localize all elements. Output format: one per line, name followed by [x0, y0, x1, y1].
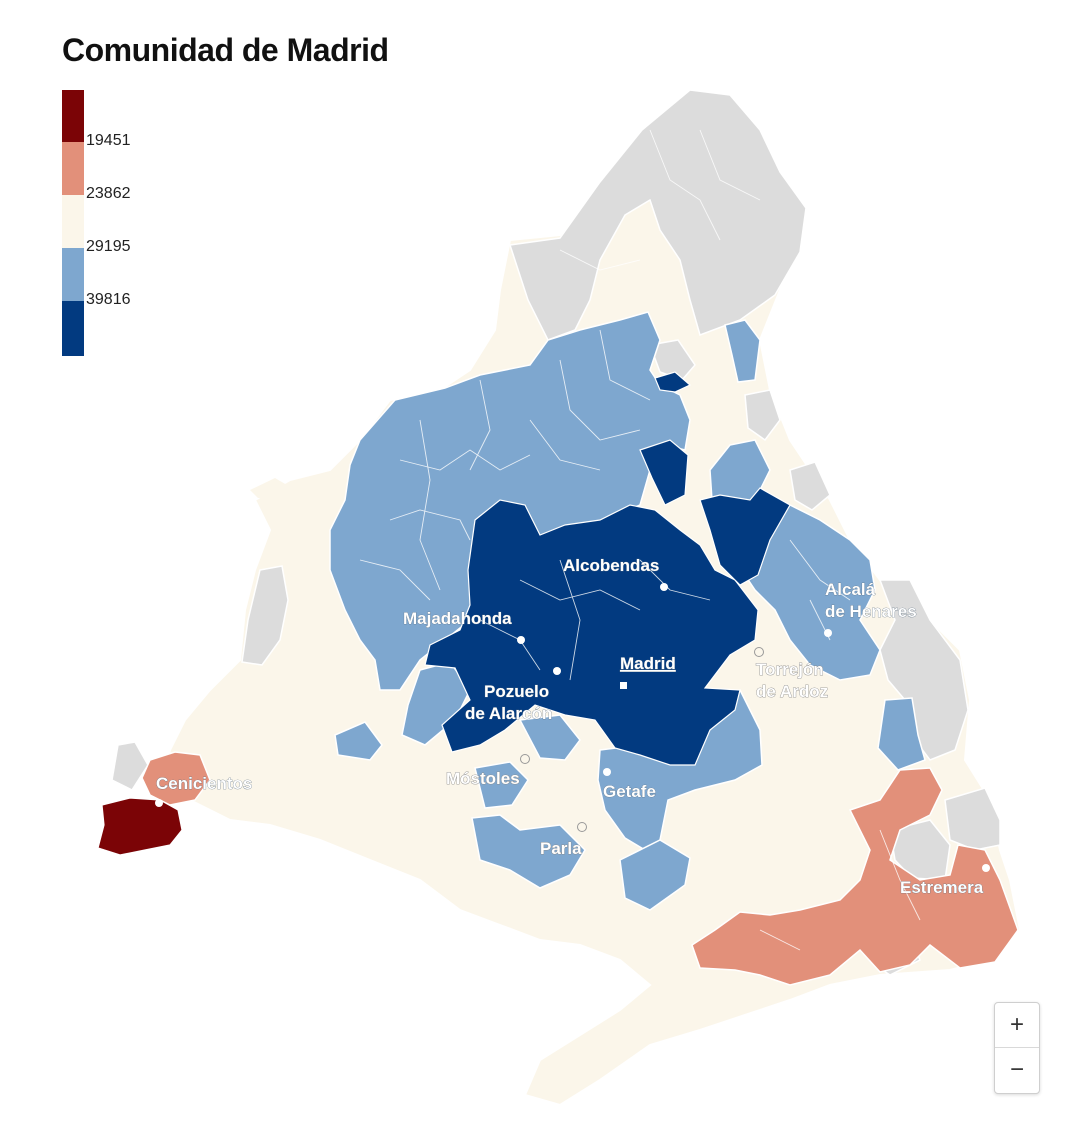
city-markers	[155, 583, 990, 872]
label-torrejon-line2: de Ardoz	[756, 682, 828, 701]
region-blue-parla[interactable]	[471, 814, 586, 889]
legend-swatch-lowest	[62, 90, 84, 142]
region-nodata-southeast[interactable]	[944, 787, 1001, 851]
label-alcobendas: Alcobendas	[563, 556, 659, 575]
legend-tick-4: 39816	[86, 291, 131, 308]
marker-pozuelo	[553, 667, 561, 675]
region-nodata-east-1[interactable]	[789, 461, 831, 511]
label-alcala-line2: de Henares	[825, 602, 917, 621]
region-salmon-cenicientos[interactable]	[141, 751, 211, 806]
marker-estremera	[982, 864, 990, 872]
region-nodata-west[interactable]	[241, 565, 289, 666]
region-salmon-southeast[interactable]	[691, 767, 1019, 986]
label-parla: Parla	[540, 839, 582, 858]
region-darkblue-north-1[interactable]	[639, 439, 689, 506]
region-blue-south-center[interactable]	[518, 714, 581, 761]
marker-mostoles	[520, 754, 530, 764]
legend-swatch-high	[62, 248, 84, 301]
region-blue-north-1[interactable]	[724, 319, 761, 383]
label-estremera: Estremera	[900, 878, 984, 897]
zoom-control: + −	[994, 1002, 1040, 1094]
region-blue-mostoles[interactable]	[474, 761, 529, 809]
legend-tick-3: 29195	[86, 238, 131, 255]
label-pozuelo-line1: Pozuelo	[484, 682, 549, 701]
region-darkblue-center[interactable]	[424, 499, 759, 766]
region-nodata-north[interactable]	[509, 89, 807, 341]
label-getafe: Getafe	[603, 782, 656, 801]
legend-swatch-highest	[62, 301, 84, 356]
legend-swatch-mid	[62, 195, 84, 248]
marker-alcobendas	[660, 583, 668, 591]
marker-alcala	[824, 629, 832, 637]
region-darkblue-north-2[interactable]	[654, 371, 692, 393]
label-madrid: Madrid	[620, 654, 676, 673]
region-darkblue-northeast[interactable]	[699, 487, 791, 586]
label-cenicientos: Cenicientos	[156, 774, 252, 793]
legend-tick-1: 19451	[86, 132, 131, 149]
marker-getafe	[603, 768, 611, 776]
municipal-boundaries	[359, 129, 921, 951]
zoom-out-button[interactable]: −	[995, 1047, 1039, 1092]
marker-cenicientos	[155, 799, 163, 807]
region-nodata-northeast[interactable]	[744, 389, 781, 442]
label-majadahonda: Majadahonda	[403, 609, 512, 628]
label-torrejon-line1: Torrejón	[756, 660, 824, 679]
region-blue-east-2[interactable]	[877, 697, 926, 771]
marker-majadahonda	[517, 636, 525, 644]
region-blue-west-small[interactable]	[334, 721, 383, 761]
region-nodata-southwest[interactable]	[111, 741, 149, 791]
marker-madrid	[620, 682, 627, 689]
color-legend: 19451 23862 29195 39816	[62, 90, 182, 356]
map-title: Comunidad de Madrid	[62, 32, 389, 68]
label-pozuelo-line2: de Alarcón	[465, 704, 552, 723]
legend-swatch-low	[62, 142, 84, 195]
region-enclave-west[interactable]	[250, 478, 292, 500]
zoom-in-button[interactable]: +	[1009, 1011, 1024, 1038]
label-alcala-line1: Alcalá	[825, 580, 876, 599]
label-mostoles: Móstoles	[446, 769, 520, 788]
region-darkred-southwest[interactable]	[97, 797, 183, 856]
marker-torrejon	[754, 647, 764, 657]
marker-parla	[577, 822, 587, 832]
region-blue-south-1[interactable]	[619, 839, 691, 911]
legend-tick-2: 23862	[86, 185, 131, 202]
region-nodata-north-2[interactable]	[648, 339, 696, 381]
